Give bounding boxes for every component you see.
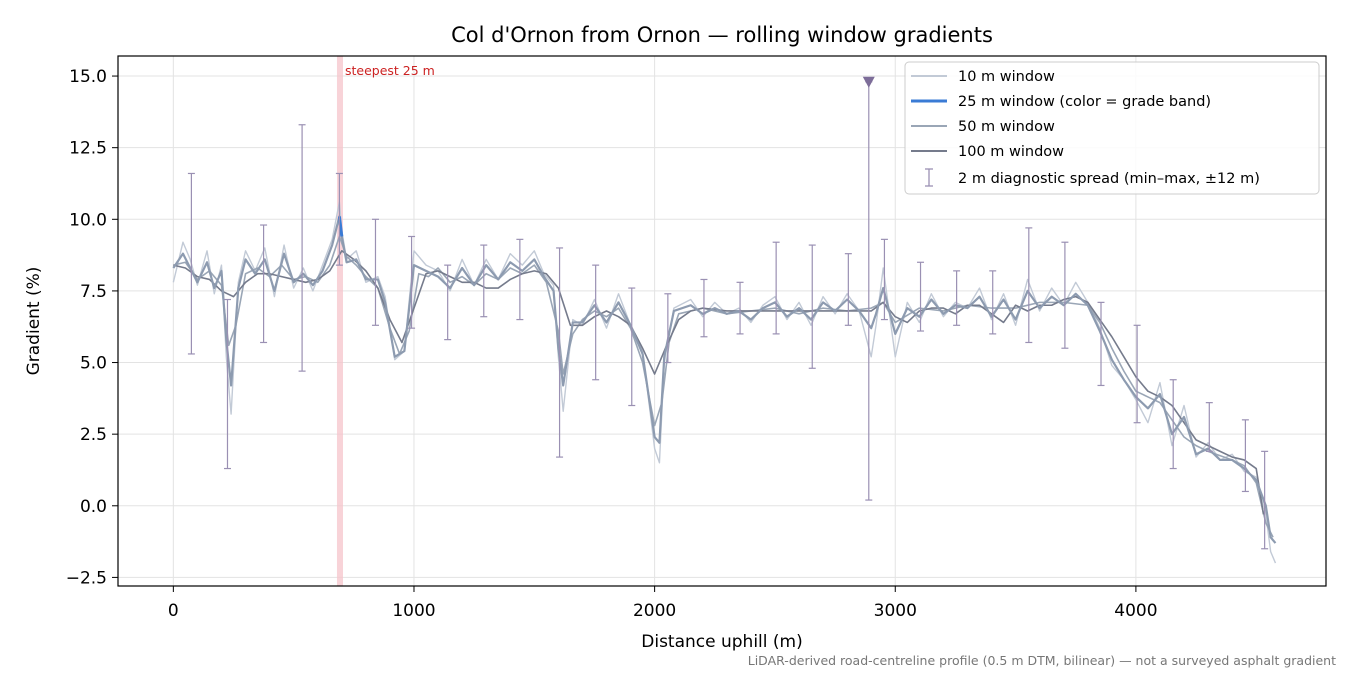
legend-label-errorbar: 2 m diagnostic spread (min–max, ±12 m) [958,171,1260,187]
footnote: LiDAR-derived road-centreline profile (0… [748,653,1336,668]
x-axis-label: Distance uphill (m) [641,632,802,652]
steepest-band-0 [337,56,343,586]
legend-label-10m: 10 m window [958,69,1055,85]
legend-label-25m: 25 m window (color = grade band) [958,94,1211,110]
y-tick-label-7: 15.0 [69,67,107,87]
y-axis-label: Gradient (%) [24,267,44,376]
y-tick-label-0: −2.5 [66,568,107,588]
steepest-label-0: steepest 25 m [345,63,435,78]
chart-title: Col d'Ornon from Ornon — rolling window … [451,23,993,47]
x-tick-label-0: 0 [168,601,179,621]
y-tick-label-5: 10.0 [69,210,107,230]
legend-label-100m: 100 m window [958,144,1064,160]
legend-label-50m: 50 m window [958,119,1055,135]
x-tick-label-3: 3000 [874,601,917,621]
legend: 10 m window 25 m window (color = grade b… [905,62,1319,194]
x-tick-label-4: 4000 [1114,601,1157,621]
y-tick-label-2: 2.5 [80,425,107,445]
x-tick-label-1: 1000 [392,601,435,621]
y-tick-label-4: 7.5 [80,282,107,302]
y-tick-label-6: 12.5 [69,139,107,159]
y-tick-label-1: 0.0 [80,497,107,517]
x-tick-label-2: 2000 [633,601,676,621]
y-tick-label-3: 5.0 [80,354,107,374]
